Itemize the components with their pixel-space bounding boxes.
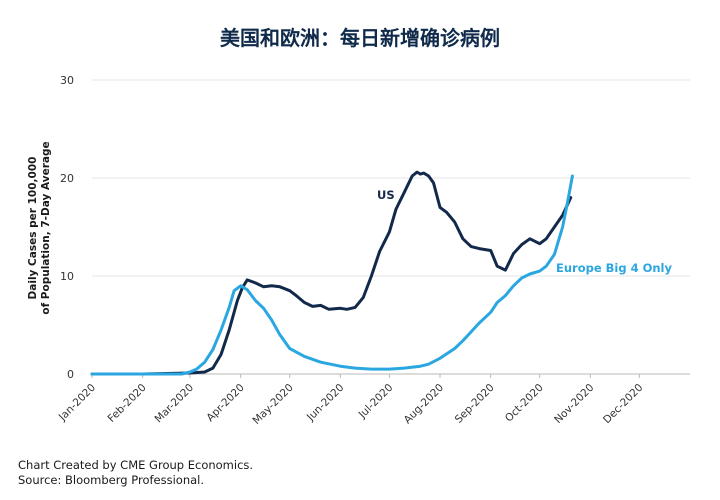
x-tick-label-Nov-2020: Nov-2020 <box>552 382 596 426</box>
x-tick-label-Dec-2020: Dec-2020 <box>601 382 645 426</box>
x-tick-label-Jul-2020: Jul-2020 <box>356 382 396 422</box>
x-tick-label-Aug-2020: Aug-2020 <box>402 382 447 427</box>
x-tick-label-Apr-2020: Apr-2020 <box>204 382 246 424</box>
y-tick-label-10: 10 <box>60 270 74 283</box>
chart-footer: Chart Created by CME Group Economics. So… <box>18 458 253 488</box>
chart-title: 美国和欧洲：每日新增确诊病例 <box>220 26 500 50</box>
x-tick-label-Jun-2020: Jun-2020 <box>304 382 346 424</box>
y-tick-label-20: 20 <box>60 172 74 185</box>
x-tick-label-May-2020: May-2020 <box>251 382 296 427</box>
series-label-1: Europe Big 4 Only <box>556 261 673 275</box>
y-axis-label: Daily Cases per 100,000of Population, 7-… <box>27 141 52 314</box>
series-line-0 <box>90 170 573 376</box>
footer-credit: Chart Created by CME Group Economics. <box>18 458 254 472</box>
y-tick-label-30: 30 <box>60 74 74 87</box>
x-tick-label-Sep-2020: Sep-2020 <box>453 382 497 426</box>
series-line-1 <box>90 174 574 376</box>
y-tick-label-0: 0 <box>67 368 74 381</box>
x-tick-label-Jan-2020: Jan-2020 <box>56 382 98 424</box>
series-label-0: US <box>377 188 395 202</box>
x-tick-label-Oct-2020: Oct-2020 <box>503 382 546 425</box>
x-tick-label-Mar-2020: Mar-2020 <box>153 382 197 426</box>
x-tick-label-Feb-2020: Feb-2020 <box>106 382 149 425</box>
footer-source: Source: Bloomberg Professional. <box>18 473 205 487</box>
